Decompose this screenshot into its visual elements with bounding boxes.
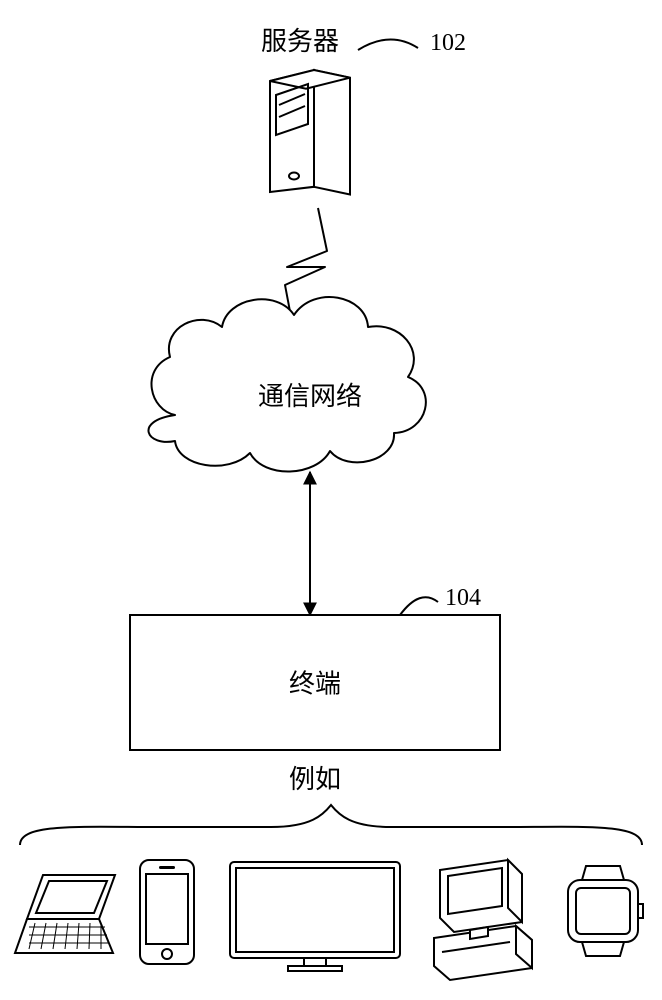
curly-brace xyxy=(20,805,642,845)
terminal-label: 终端 xyxy=(289,670,341,699)
monitor-icon xyxy=(230,862,400,971)
smartwatch-icon xyxy=(568,866,643,956)
device-row xyxy=(15,860,643,980)
example-label: 例如 xyxy=(289,765,341,794)
ref-leader-102 xyxy=(358,39,418,50)
desktop-pc-icon xyxy=(434,860,532,980)
smartphone-icon xyxy=(140,860,194,964)
server-label: 服务器 xyxy=(261,27,339,56)
laptop-icon xyxy=(15,875,115,953)
terminal-ref-number: 104 xyxy=(445,585,481,611)
network-label: 通信网络 xyxy=(258,382,362,411)
cloud-network: 通信网络 xyxy=(148,297,425,471)
server-icon xyxy=(270,70,350,195)
server-ref-number: 102 xyxy=(430,30,466,56)
ref-leader-104 xyxy=(400,597,438,615)
